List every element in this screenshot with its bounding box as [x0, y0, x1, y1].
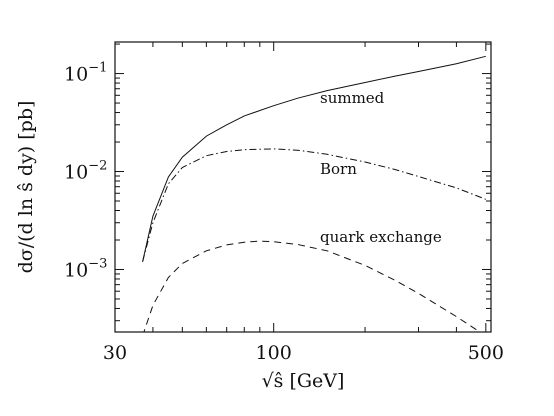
y-tick-label: 10−3 [64, 256, 107, 281]
y-tick-label: 10−1 [64, 61, 107, 86]
y-tick-labels: 10−1 10−2 10−3 [64, 61, 107, 282]
x-tick-label: 30 [103, 342, 127, 364]
annotation-quark-exchange: quark exchange [320, 228, 442, 246]
annotation-born: Born [320, 160, 357, 178]
series-born [142, 148, 486, 262]
x-tick-labels: 30 100 500 [103, 342, 504, 364]
plot-frame [114, 41, 492, 333]
series-summed [142, 55, 486, 262]
y-axis-label: dσ/(d ln ŝ dy) [pb] [15, 101, 37, 274]
annotation-summed: summed [320, 89, 385, 107]
series-lines [142, 55, 486, 332]
x-axis-label: √ŝ [GeV] [262, 370, 345, 392]
x-tick-label: 100 [256, 342, 292, 364]
ticks [114, 42, 491, 332]
series-quark-exchange [143, 240, 481, 332]
x-tick-label: 500 [468, 342, 504, 364]
y-tick-label: 10−2 [64, 159, 107, 184]
